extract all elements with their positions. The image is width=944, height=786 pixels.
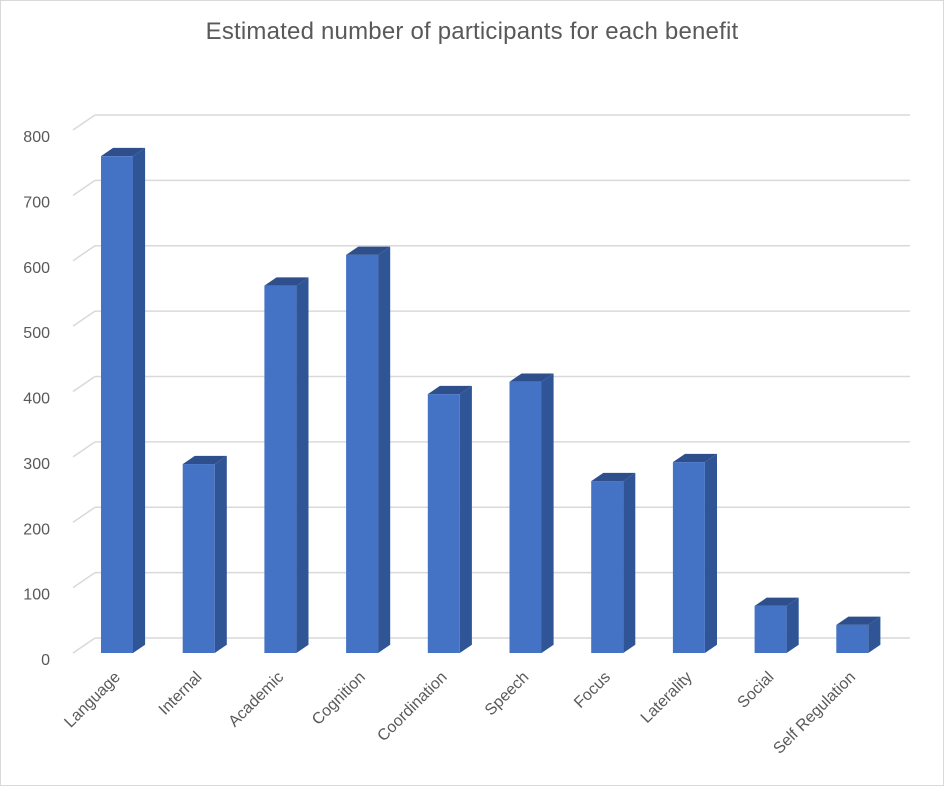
bar-top [101, 147, 146, 157]
x-tick-label: Academic [226, 669, 288, 731]
y-tick-label: 400 [23, 391, 50, 408]
bar-side [623, 472, 636, 653]
y-tick-label: 300 [23, 456, 50, 473]
bar-top [591, 472, 636, 482]
bar-top [836, 616, 881, 625]
bar [264, 277, 309, 653]
y-tick-label: 700 [23, 194, 50, 211]
y-tick-label: 800 [23, 129, 50, 146]
y-tick-label: 500 [23, 325, 50, 342]
gridlines [72, 114, 910, 654]
x-tick-label: Language [61, 669, 123, 731]
gridline-floor-edge [72, 310, 96, 327]
gridline-floor-edge [72, 375, 96, 393]
gridline-floor-edge [72, 637, 96, 654]
bars [101, 147, 881, 653]
bar [754, 597, 799, 653]
bar-top [672, 453, 717, 463]
bar-front [754, 605, 787, 653]
bar-front [182, 464, 215, 653]
bar-top [182, 455, 227, 465]
bar-front [427, 394, 460, 653]
x-tick-label: Coordination [374, 669, 450, 745]
bar [672, 453, 717, 653]
bar-front [101, 156, 133, 653]
chart-title: Estimated number of participants for eac… [205, 18, 739, 45]
bar-side [459, 385, 472, 653]
bar-top [427, 385, 472, 395]
bar-front [836, 624, 869, 653]
x-tick-label: Cognition [309, 669, 369, 729]
bar [836, 616, 881, 653]
bar [509, 373, 554, 653]
y-tick-label: 200 [23, 521, 50, 538]
bar-side [214, 455, 227, 653]
bar [346, 246, 391, 653]
bar-top [264, 277, 309, 286]
bar-front [591, 481, 624, 653]
bar-front [264, 285, 297, 653]
gridline-floor-edge [72, 441, 96, 458]
x-tick-label: Social [735, 669, 778, 712]
gridline-floor-edge [72, 114, 96, 131]
bar-top [346, 246, 391, 255]
bar-side [133, 147, 146, 653]
y-tick-label: 100 [23, 587, 50, 604]
bar-side [296, 277, 309, 653]
bar-top [754, 597, 799, 606]
gridline-floor-edge [72, 245, 96, 262]
bar-side [378, 246, 391, 653]
bar-top [509, 373, 554, 382]
bar [427, 385, 472, 653]
x-tick-label: Self Regulation [770, 669, 859, 758]
y-tick-label: 0 [41, 652, 50, 669]
bar-side [541, 373, 554, 653]
x-tick-label: Internal [156, 669, 206, 719]
gridline-floor-edge [72, 572, 96, 589]
x-tick-label: Focus [571, 669, 614, 712]
gridline-floor-edge [72, 179, 96, 196]
gridline-floor-edge [72, 506, 96, 523]
bar-side [868, 616, 881, 653]
bar-front [509, 381, 542, 653]
x-axis-labels: Language Internal Academic Cognition Coordin… [61, 669, 859, 758]
bar [101, 147, 146, 653]
bar-side [786, 597, 799, 653]
x-tick-label: Laterality [638, 669, 696, 727]
y-axis-ticks: 0 100 200 300 400 500 600 700 800 [23, 129, 50, 669]
bar-front [672, 462, 705, 653]
y-tick-label: 600 [23, 260, 50, 277]
bar-side [704, 453, 717, 653]
bar-front [346, 254, 379, 653]
bar [591, 472, 636, 653]
x-tick-label: Speech [482, 669, 532, 719]
bar [182, 455, 227, 653]
